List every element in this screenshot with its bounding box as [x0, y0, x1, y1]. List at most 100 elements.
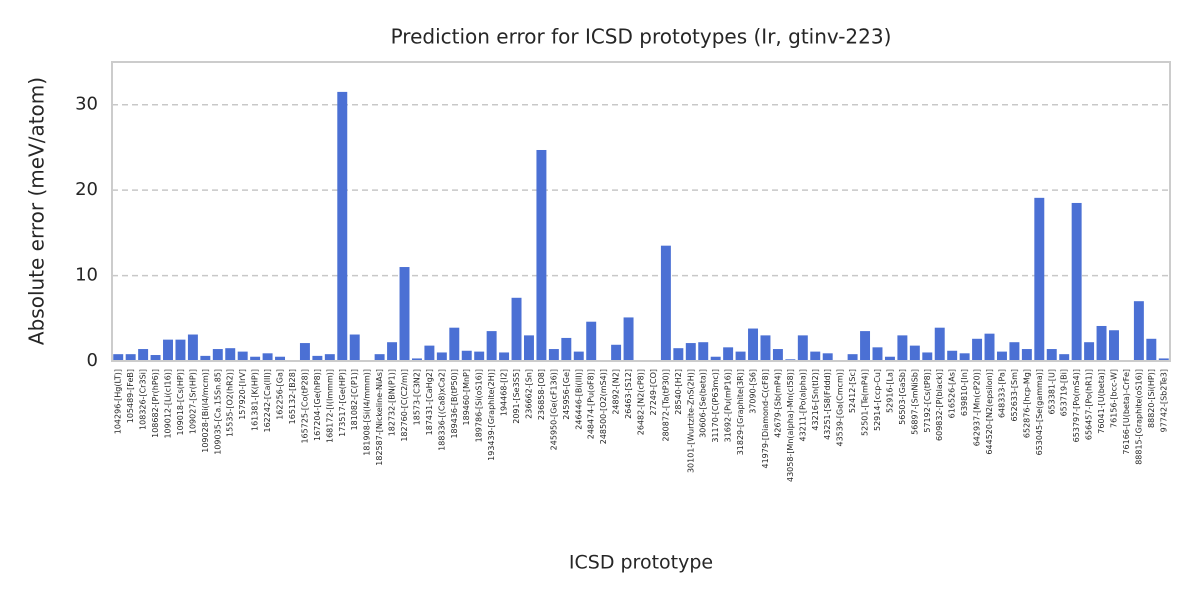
bar — [536, 149, 547, 361]
x-tick-label: 644520-[N2(epsilon)] — [985, 369, 994, 455]
bar — [113, 354, 124, 361]
x-tick-label: 182760-[C(C2/m)] — [400, 369, 409, 442]
bar — [212, 349, 223, 361]
bar — [934, 327, 945, 361]
y-tick-label: 10 — [75, 265, 98, 286]
bar — [772, 349, 783, 361]
bar — [399, 267, 410, 361]
x-tick-label: 165725-[Co(tP28)] — [300, 369, 309, 444]
y-tick-label: 30 — [75, 94, 98, 115]
x-tick-label: 56503-[GaSb] — [898, 369, 907, 425]
x-tick-label: 105489-[FeB] — [126, 369, 135, 423]
x-tick-label: 162242-[Ca(III)] — [263, 369, 272, 432]
bar — [262, 353, 273, 361]
x-tick-label: 189786-[Si(oS16)] — [475, 369, 484, 442]
x-tick-label: 168172-[I(Immm)] — [325, 369, 334, 443]
bar — [1046, 349, 1057, 361]
x-tick-label: 245956-[Ge] — [562, 369, 571, 420]
x-tick-label: 109027-[Sr(HP)] — [188, 369, 197, 434]
x-tick-label: 642937-[Mn(cP20)] — [973, 369, 982, 446]
x-tick-label: 52914-[ccp-Cu] — [873, 369, 882, 431]
bar — [673, 348, 684, 361]
bar — [959, 353, 970, 361]
x-tick-label: 656457-[Po(hR1)] — [1085, 369, 1094, 440]
bar — [1059, 354, 1070, 361]
x-tick-label: 194468-[I2] — [500, 369, 509, 416]
bar — [723, 347, 734, 361]
bar — [387, 342, 398, 361]
bar — [760, 335, 771, 361]
x-tick-label: 57192-[Cs(tP8)] — [923, 369, 932, 433]
x-tick-label: 42679-[Sb(mP4)] — [773, 369, 782, 438]
bar — [138, 349, 149, 361]
y-axis-label: Absolute error (meV/atom) — [25, 77, 49, 345]
bar — [611, 344, 622, 361]
x-tick-label: 18573-[C3N2] — [412, 369, 421, 425]
x-tick-label: 165132-[B28] — [288, 369, 297, 424]
x-tick-label: 653719-[Bi] — [1060, 369, 1069, 416]
x-tick-label: 181082-[C(P1)] — [350, 369, 359, 430]
bar — [411, 358, 422, 361]
x-tick-label: 43251-[S8(Fddd)] — [823, 369, 832, 440]
bar — [1109, 330, 1119, 361]
x-tick-label: 189436-[B(tP50)] — [450, 369, 459, 439]
bar — [884, 356, 895, 361]
x-tick-label: 236858-[O8] — [537, 369, 546, 420]
bar — [1071, 202, 1082, 361]
bar — [1084, 342, 1095, 361]
x-tick-label: 109012-[Li(cI16)] — [164, 369, 173, 439]
x-axis-label: ICSD prototype — [569, 552, 713, 574]
x-tick-label: 157920-[IrV] — [238, 369, 247, 420]
bar — [1021, 349, 1032, 361]
x-tick-label: 245950-[Ge(cF136)] — [549, 369, 558, 450]
x-tick-label: 173517-[Ge(HP)] — [338, 369, 347, 437]
bar — [337, 91, 348, 362]
x-tick-label: 639810-[In] — [960, 369, 969, 416]
x-tick-label: 108682-[Pr(hP6)] — [151, 369, 160, 438]
bar — [872, 347, 883, 361]
bar — [312, 355, 323, 361]
bar — [710, 356, 721, 361]
bar — [474, 351, 485, 361]
bar — [573, 351, 584, 361]
x-tick-label: 652633-[Sm] — [1010, 369, 1019, 422]
x-tick-label: 236662-[Sn] — [524, 369, 533, 419]
bar — [275, 356, 286, 361]
x-tick-label: 616526-[As] — [948, 369, 957, 418]
bar — [897, 335, 908, 361]
bar — [660, 245, 671, 361]
bar — [996, 351, 1007, 361]
x-tick-label: 182587-[Nickeline-NiAs] — [375, 369, 384, 466]
x-tick-label: 653797-[Po(mS4)] — [1072, 369, 1081, 442]
x-tick-label: 108326-[Cr3Si] — [139, 369, 148, 430]
bar — [349, 334, 360, 361]
x-tick-label: 189460-[MnP] — [462, 369, 471, 425]
x-tick-label: 52412-[Sc] — [848, 369, 857, 413]
bar — [748, 328, 759, 361]
bar — [225, 348, 236, 361]
x-tick-label: 43058-[Mn(alpha)-Mn(cI58)] — [786, 369, 795, 482]
x-tick-label: 162256-[Ga] — [276, 369, 285, 420]
x-tick-label: 97742-[Sb2Te3] — [1159, 369, 1168, 432]
bar — [449, 327, 460, 361]
x-tick-label: 188336-[(Ca8)xCa2] — [437, 369, 446, 451]
x-tick-label: 109028-[Bi(I4/mcm)] — [201, 369, 210, 453]
x-tick-label: 280872-[Ta(tP30)] — [661, 369, 670, 442]
bar — [685, 343, 696, 361]
bar — [200, 355, 211, 361]
plot-frame — [111, 61, 1171, 362]
x-tick-label: 52501-[Te(mP4)] — [861, 369, 870, 436]
bar — [922, 352, 933, 361]
bar — [511, 297, 522, 361]
bar — [374, 354, 385, 361]
bar — [909, 345, 920, 361]
y-tick-label: 20 — [75, 179, 98, 200]
bar — [424, 345, 435, 361]
bar — [860, 331, 871, 361]
x-tick-label: 26482-[N2(cP8)] — [637, 369, 646, 435]
bar — [586, 321, 597, 361]
bar — [561, 337, 572, 361]
x-tick-label: 43539-[Ga(Cmcm)] — [836, 369, 845, 447]
bar — [797, 335, 808, 361]
bar — [150, 355, 161, 361]
